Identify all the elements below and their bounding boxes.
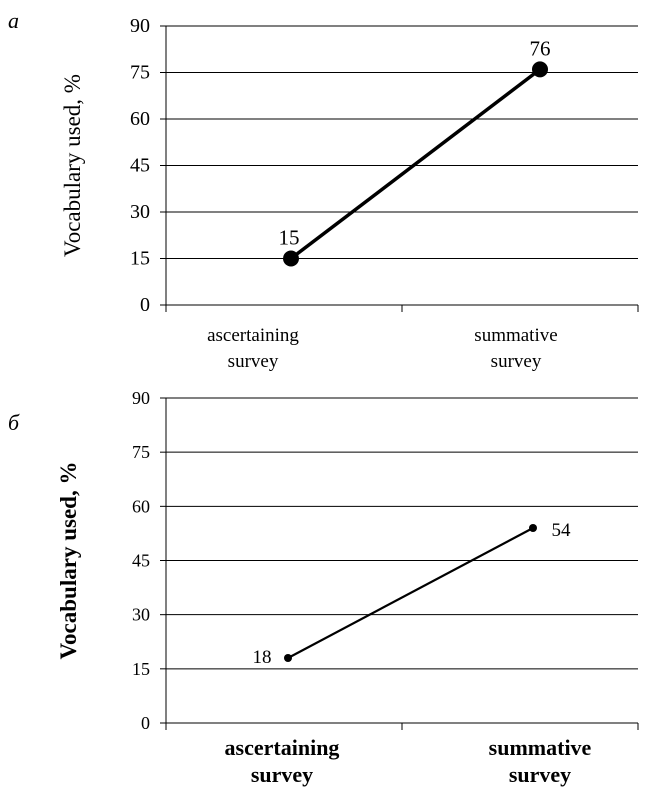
y-axis-label: Vocabulary used, %: [56, 462, 81, 660]
x-category-label-line: survey: [251, 762, 313, 787]
x-category-label-line: survey: [509, 762, 571, 787]
x-category-label: ascertaining survey: [225, 735, 340, 787]
y-tick-label: 60: [130, 108, 150, 130]
data-point: [529, 524, 537, 532]
data-point: [284, 654, 292, 662]
x-category-label-line: survey: [491, 351, 542, 372]
y-tick-label: 90: [130, 15, 150, 37]
series-line: [289, 68, 542, 260]
y-tick-label: 15: [130, 248, 150, 270]
data-label: 15: [279, 226, 300, 250]
y-tick-label: 75: [132, 442, 150, 462]
x-category-label-line: ascertaining: [225, 735, 340, 760]
x-category-label: summative survey: [474, 325, 557, 372]
x-category-label-line: survey: [228, 351, 279, 372]
y-tick-label: 45: [130, 155, 150, 177]
x-category-label: ascertaining survey: [207, 325, 299, 372]
y-tick-label: 75: [130, 62, 150, 84]
data-label: 76: [530, 36, 551, 60]
data-point: [532, 61, 548, 78]
y-tick-label: 30: [132, 605, 150, 625]
series-line: [287, 527, 534, 659]
x-category-label-line: ascertaining: [207, 325, 299, 346]
data-point: [283, 250, 299, 267]
x-category-label-line: summative: [474, 325, 557, 346]
y-tick-label: 0: [141, 713, 150, 733]
data-label: 54: [552, 520, 572, 541]
y-tick-label: 0: [140, 294, 150, 316]
panel-label: б: [8, 410, 20, 435]
y-tick-label: 45: [132, 551, 150, 571]
y-axis-label: Vocabulary used, %: [60, 74, 85, 257]
x-category-label: summative survey: [489, 735, 592, 787]
y-tick-label: 30: [130, 201, 150, 223]
y-tick-label: 60: [132, 496, 150, 516]
y-tick-label: 15: [132, 659, 150, 679]
data-label: 18: [253, 647, 272, 668]
x-category-label-line: summative: [489, 735, 592, 760]
panel-label: а: [8, 8, 19, 33]
y-tick-label: 90: [132, 388, 150, 408]
